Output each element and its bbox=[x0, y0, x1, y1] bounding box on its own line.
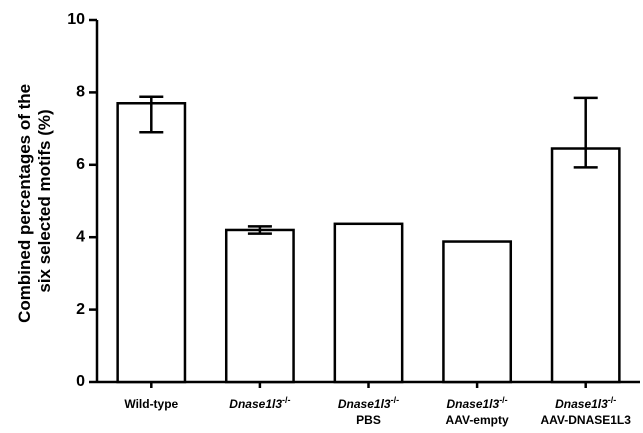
bar bbox=[442, 240, 513, 384]
bar bbox=[333, 222, 404, 384]
y-tick-label: 4 bbox=[76, 228, 85, 245]
y-tick-label: 8 bbox=[76, 84, 85, 101]
y-tick-label: 10 bbox=[67, 11, 85, 28]
category-name: Dnase1l3 bbox=[338, 397, 391, 411]
y-tick-label: 6 bbox=[76, 156, 85, 173]
x-tick-label: Wild-type bbox=[124, 397, 178, 411]
genotype: -/- bbox=[391, 395, 400, 405]
y-axis-title-line: Combined percentages of the bbox=[15, 84, 34, 323]
x-tick-label: Dnase1l3-/- bbox=[555, 395, 616, 411]
y-axis-title-line: six selected motifs (%) bbox=[35, 109, 54, 292]
bar bbox=[550, 147, 621, 384]
error-bar bbox=[139, 95, 164, 134]
x-tick-label-treatment: PBS bbox=[356, 413, 381, 427]
x-tick-label: Dnase1l3-/- bbox=[229, 395, 290, 411]
x-tick-label-treatment: AAV-DNASE1L3 bbox=[540, 413, 631, 427]
y-axis-title: Combined percentages of the six selected… bbox=[15, 79, 54, 323]
bar bbox=[224, 228, 295, 384]
genotype: -/- bbox=[499, 395, 508, 405]
error-bar bbox=[573, 96, 598, 169]
genotype: -/- bbox=[282, 395, 291, 405]
error-bar bbox=[247, 225, 272, 235]
x-tick-label-treatment: AAV-empty bbox=[446, 413, 509, 427]
y-tick-label: 2 bbox=[76, 301, 85, 318]
category-name: Dnase1l3 bbox=[229, 397, 282, 411]
category-name: Dnase1l3 bbox=[446, 397, 499, 411]
y-tick-label: 0 bbox=[76, 373, 85, 390]
category-name: Dnase1l3 bbox=[555, 397, 608, 411]
genotype: -/- bbox=[608, 395, 617, 405]
x-tick-label: Dnase1l3-/- bbox=[446, 395, 507, 411]
bar bbox=[116, 102, 187, 384]
category-name: Wild-type bbox=[124, 397, 178, 411]
x-tick-label: Dnase1l3-/- bbox=[338, 395, 399, 411]
